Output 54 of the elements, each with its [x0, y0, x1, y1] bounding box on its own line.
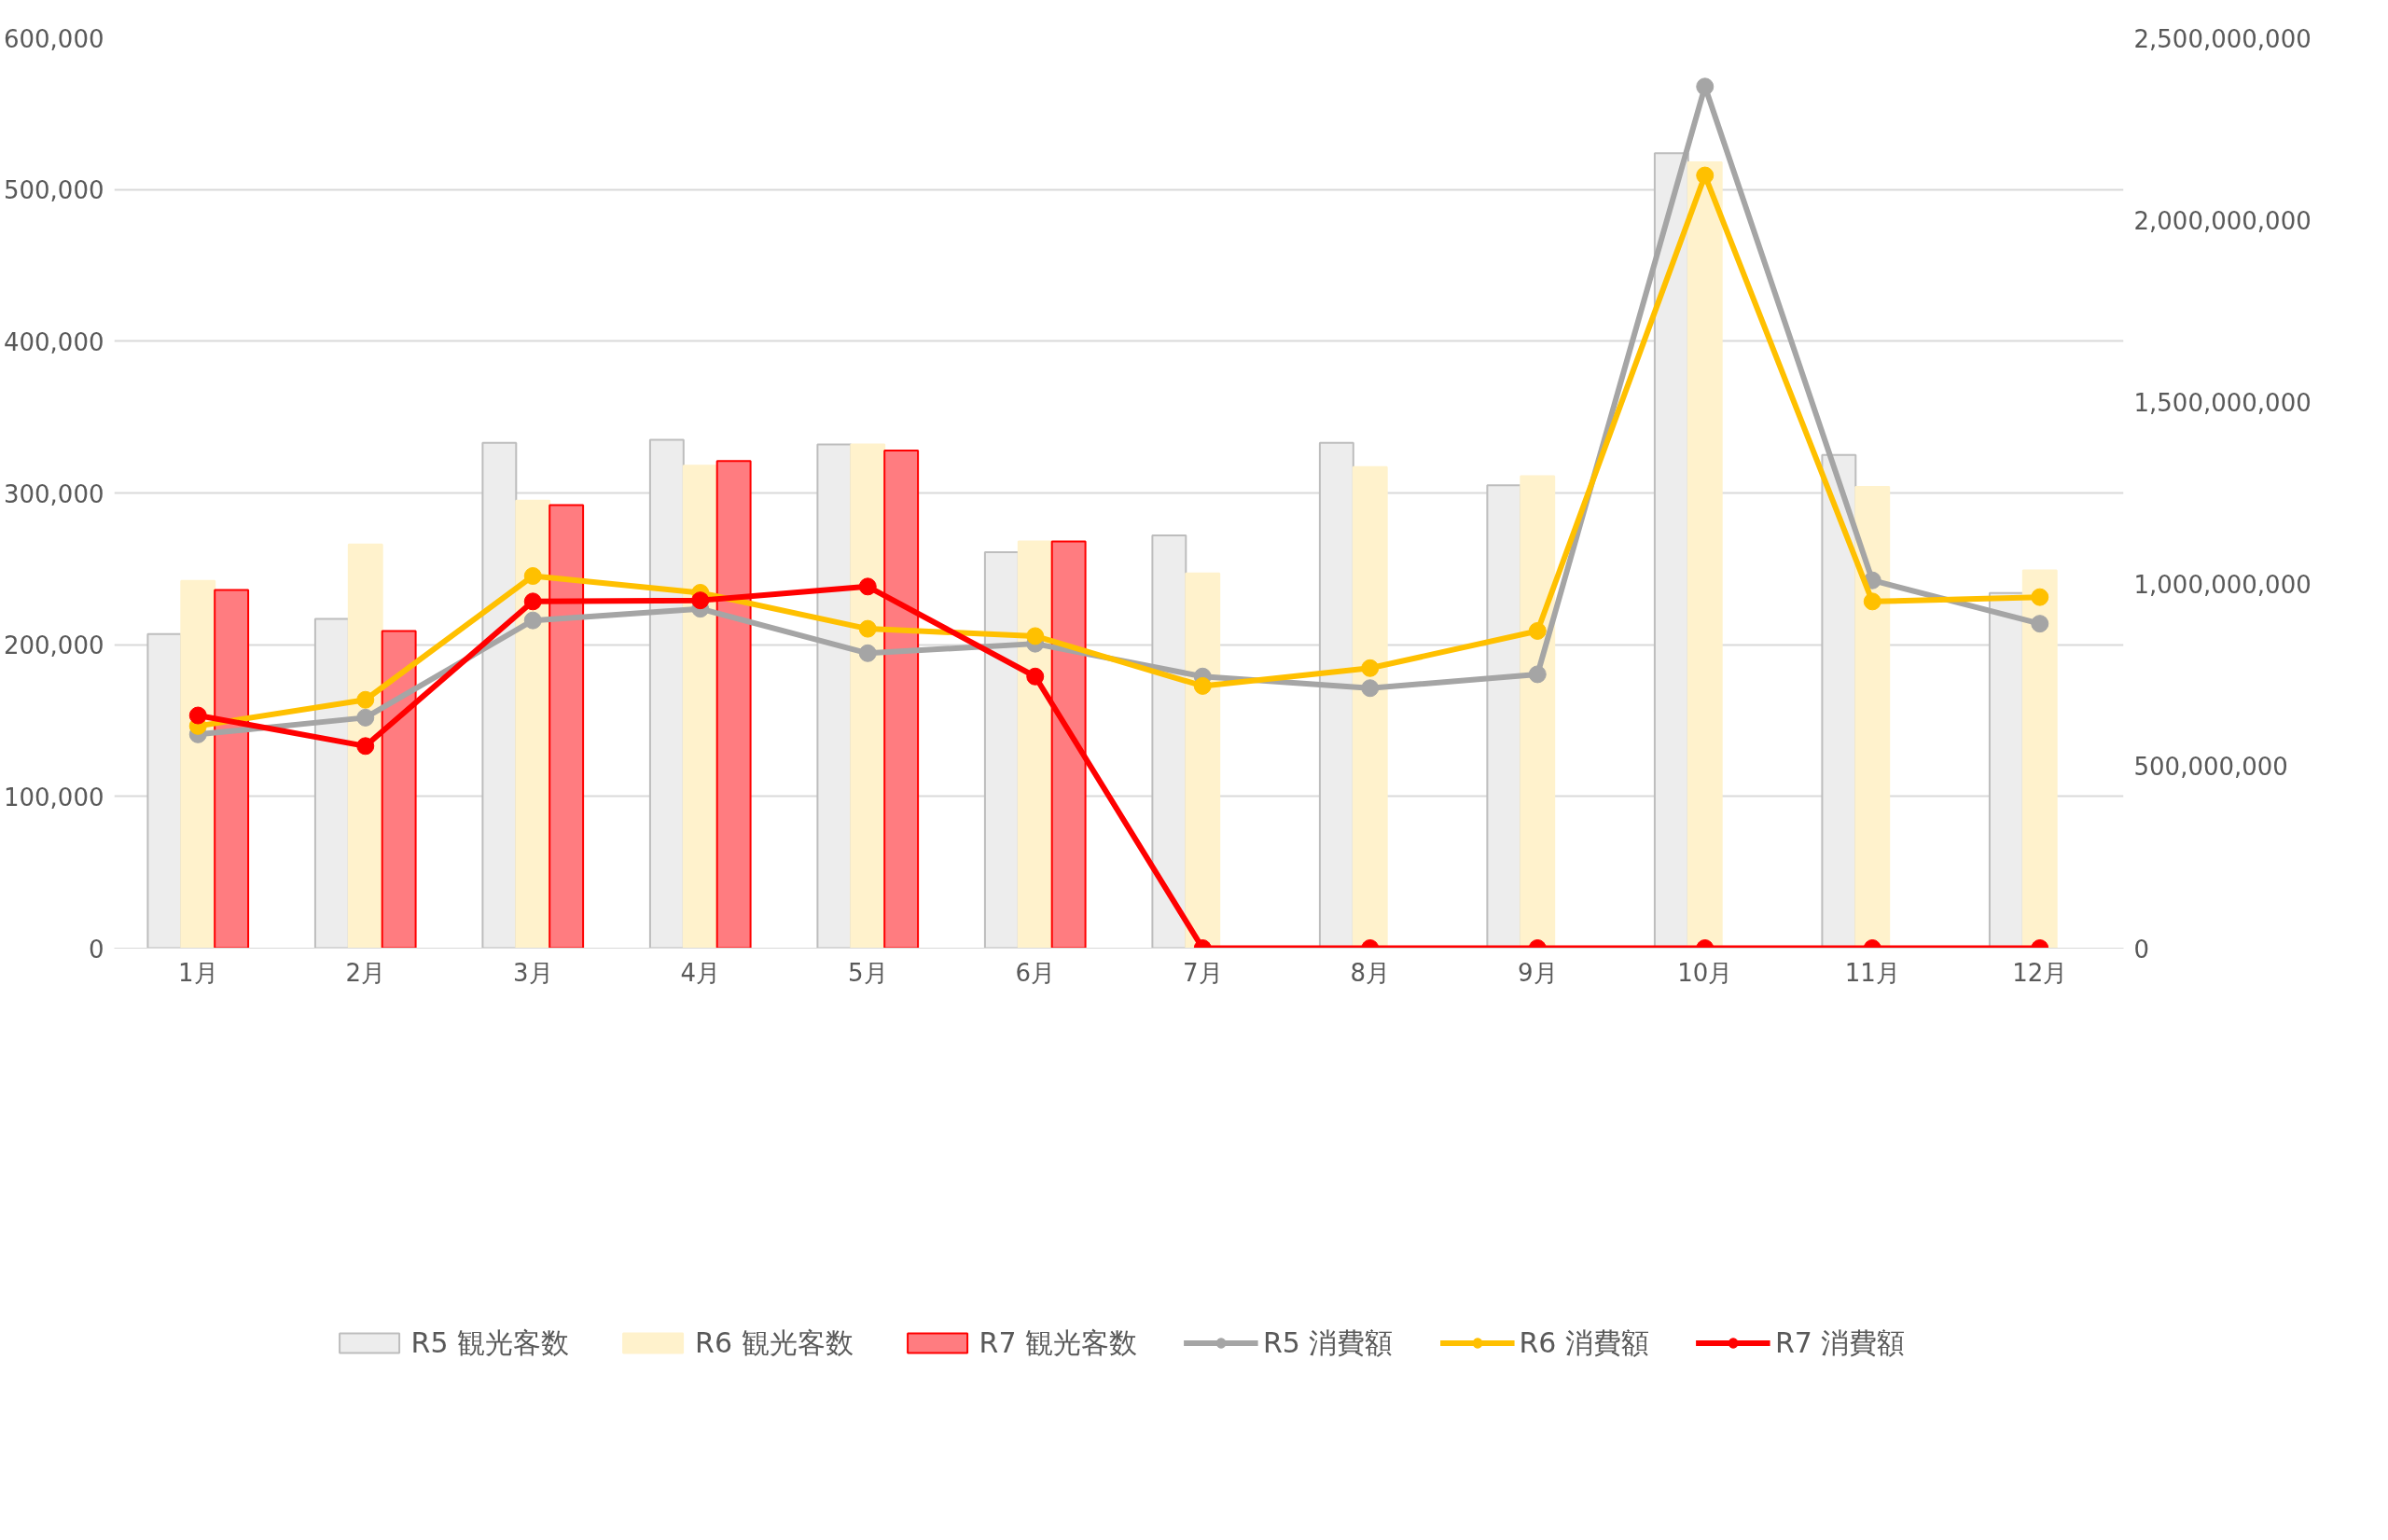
x-tick-label: 9月 — [1517, 958, 1558, 987]
bar — [1988, 591, 2024, 949]
bar — [180, 579, 216, 949]
y2-tick-label: 1,500,000,000 — [2133, 388, 2312, 417]
bar — [1854, 485, 1891, 949]
bar — [1151, 534, 1187, 949]
bar — [1318, 441, 1354, 949]
x-tick-label: 3月 — [512, 958, 553, 987]
bar — [983, 550, 1020, 949]
x-tick-label: 7月 — [1182, 958, 1223, 987]
legend-label: R6 消費額 — [1519, 1325, 1649, 1361]
y2-tick-label: 0 — [2133, 935, 2150, 964]
bar — [1486, 484, 1522, 949]
bar — [682, 465, 718, 949]
bar — [1653, 152, 1689, 949]
y-tick-label: 100,000 — [3, 783, 104, 812]
bar — [648, 438, 685, 949]
bar — [2021, 569, 2058, 949]
bar — [515, 499, 551, 949]
x-tick-label: 6月 — [1015, 958, 1056, 987]
bar — [1017, 540, 1053, 949]
y-tick-label: 200,000 — [3, 631, 104, 660]
bar — [1687, 160, 1723, 949]
bar — [1185, 572, 1221, 949]
x-tick-label: 1月 — [177, 958, 218, 987]
y-tick-label: 300,000 — [3, 479, 104, 508]
bar — [1352, 465, 1388, 949]
y2-tick-label: 2,500,000,000 — [2133, 24, 2312, 53]
x-tick-label: 11月 — [1844, 958, 1900, 987]
legend-label: R6 観光客数 — [695, 1325, 854, 1361]
x-tick-label: 8月 — [1350, 958, 1391, 987]
x-tick-label: 10月 — [1677, 958, 1733, 987]
y-tick-label: 0 — [88, 935, 104, 964]
x-tick-label: 4月 — [680, 958, 721, 987]
bar — [1520, 475, 1556, 949]
bar — [850, 443, 886, 949]
bar — [146, 632, 183, 949]
y-tick-label: 400,000 — [3, 327, 104, 356]
y2-tick-label: 1,000,000,000 — [2133, 571, 2312, 600]
bar — [481, 441, 518, 949]
legend-label: R7 消費額 — [1774, 1325, 1906, 1361]
legend-label: R7 観光客数 — [979, 1325, 1137, 1361]
x-tick-label: 2月 — [345, 958, 386, 987]
y2-tick-label: 500,000,000 — [2133, 753, 2288, 782]
bar — [816, 443, 853, 949]
x-tick-label: 5月 — [847, 958, 888, 987]
y2-tick-label: 2,000,000,000 — [2133, 206, 2312, 235]
x-tick-label: 12月 — [2012, 958, 2068, 987]
legend-label: R5 消費額 — [1263, 1325, 1394, 1361]
y-tick-label: 500,000 — [3, 176, 104, 205]
bar — [313, 617, 350, 949]
bar — [347, 543, 383, 949]
y-tick-label: 600,000 — [3, 24, 104, 53]
legend-label: R5 観光客数 — [410, 1325, 570, 1361]
